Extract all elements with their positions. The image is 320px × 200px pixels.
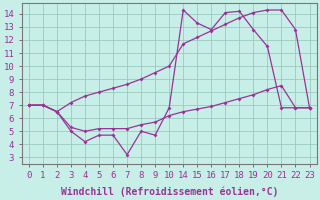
X-axis label: Windchill (Refroidissement éolien,°C): Windchill (Refroidissement éolien,°C) (60, 186, 278, 197)
